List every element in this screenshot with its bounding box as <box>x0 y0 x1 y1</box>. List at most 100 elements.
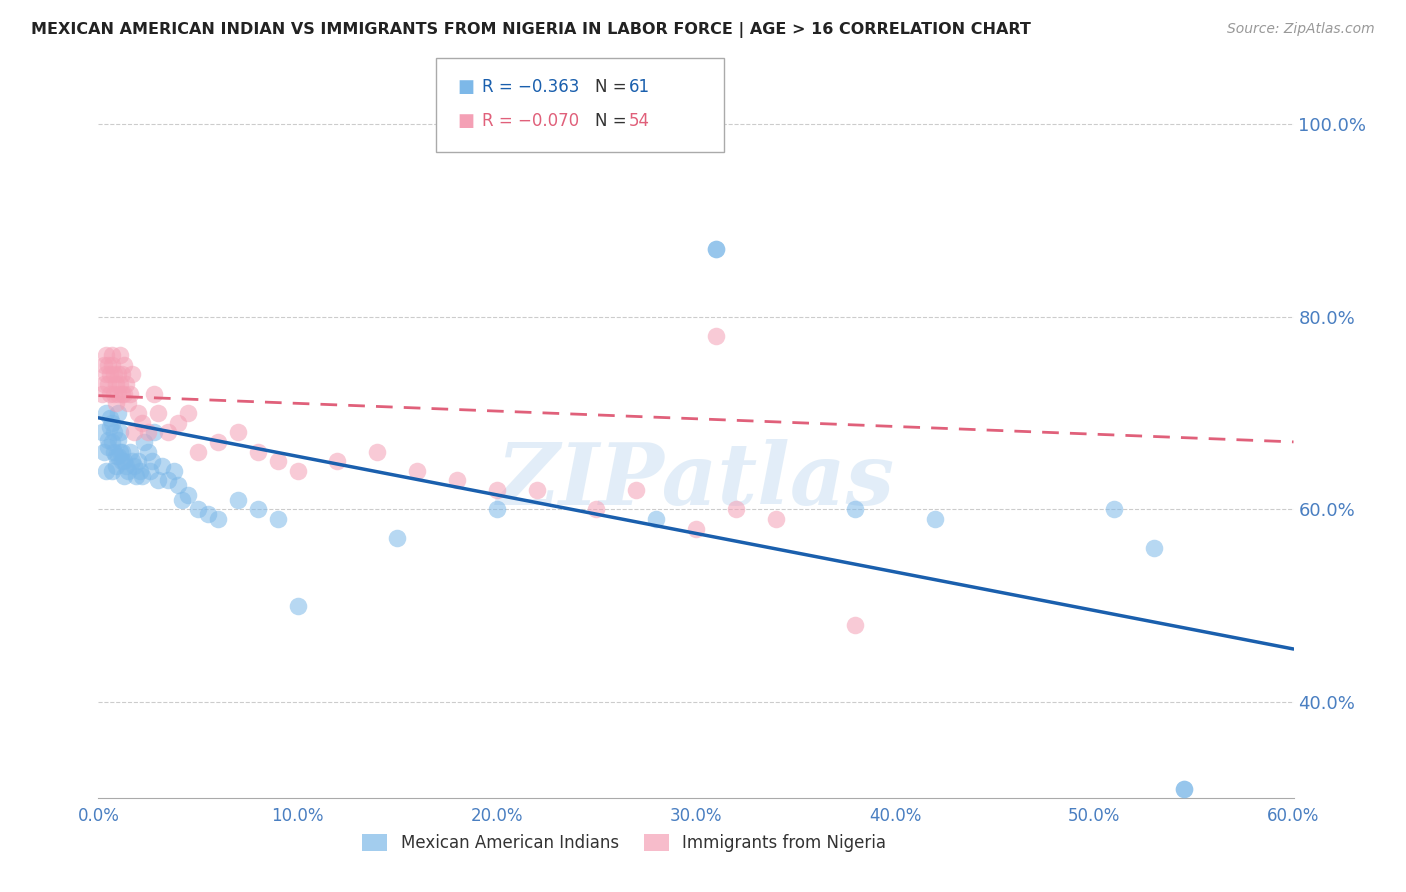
Point <box>107 386 129 401</box>
Point <box>143 425 166 440</box>
Point <box>112 386 135 401</box>
Point <box>101 348 124 362</box>
Point <box>406 464 429 478</box>
Point <box>167 416 190 430</box>
Point <box>111 454 134 468</box>
Point <box>685 522 707 536</box>
Text: R = −0.070: R = −0.070 <box>482 112 579 129</box>
Point <box>226 425 249 440</box>
Point <box>127 406 149 420</box>
Point <box>1143 541 1166 555</box>
Point <box>115 458 138 473</box>
Point <box>112 468 135 483</box>
Point <box>117 464 139 478</box>
Point <box>112 358 135 372</box>
Point <box>267 454 290 468</box>
Point <box>91 386 114 401</box>
Point <box>93 377 115 392</box>
Point <box>96 464 118 478</box>
Point <box>485 502 508 516</box>
Text: ■: ■ <box>457 78 474 96</box>
Text: 61: 61 <box>628 78 650 96</box>
Point <box>124 425 146 440</box>
Point <box>120 386 142 401</box>
Point <box>187 502 209 516</box>
Point <box>143 386 166 401</box>
Point <box>105 458 128 473</box>
Point <box>148 474 170 488</box>
Point <box>131 468 153 483</box>
Point <box>526 483 548 497</box>
Point <box>177 488 200 502</box>
Point <box>724 502 747 516</box>
Point <box>96 368 118 382</box>
Point <box>246 502 269 516</box>
Point <box>704 242 727 256</box>
Point <box>136 444 159 458</box>
Point <box>93 358 115 372</box>
Point <box>626 483 648 497</box>
Point <box>98 410 122 425</box>
Point <box>98 386 122 401</box>
Point <box>287 464 309 478</box>
Point <box>101 434 124 449</box>
Point <box>97 440 120 454</box>
Point <box>96 406 118 420</box>
Point <box>267 512 290 526</box>
Point <box>139 464 162 478</box>
Point <box>924 512 946 526</box>
Point <box>765 512 787 526</box>
Point <box>97 377 120 392</box>
Text: 54: 54 <box>628 112 650 129</box>
Point <box>117 396 139 410</box>
Point <box>103 444 125 458</box>
Point <box>112 454 135 468</box>
Point <box>107 368 129 382</box>
Point <box>115 377 138 392</box>
Point <box>98 368 122 382</box>
Point <box>124 458 146 473</box>
Point <box>105 396 128 410</box>
Point <box>111 368 134 382</box>
Point <box>704 242 727 256</box>
Point <box>326 454 349 468</box>
Point <box>226 492 249 507</box>
Point <box>366 444 388 458</box>
Point <box>167 478 190 492</box>
Point <box>103 386 125 401</box>
Point <box>485 483 508 497</box>
Point <box>91 425 114 440</box>
Point <box>107 433 129 447</box>
Point <box>385 531 409 545</box>
Point <box>121 368 143 382</box>
Point <box>844 502 866 516</box>
Point <box>704 329 727 343</box>
Point <box>129 464 152 478</box>
Point <box>93 444 115 458</box>
Point <box>645 512 668 526</box>
Point <box>110 377 132 392</box>
Legend: Mexican American Indians, Immigrants from Nigeria: Mexican American Indians, Immigrants fro… <box>356 827 893 859</box>
Point <box>105 377 128 392</box>
Text: N =: N = <box>595 112 631 129</box>
Point <box>136 425 159 440</box>
Text: MEXICAN AMERICAN INDIAN VS IMMIGRANTS FROM NIGERIA IN LABOR FORCE | AGE > 16 COR: MEXICAN AMERICAN INDIAN VS IMMIGRANTS FR… <box>31 22 1031 38</box>
Point <box>172 492 194 507</box>
Point <box>163 464 186 478</box>
Point <box>148 406 170 420</box>
Point <box>1173 781 1195 796</box>
Point <box>207 512 229 526</box>
Point <box>107 450 129 464</box>
Point <box>1104 502 1126 516</box>
Point <box>187 444 209 458</box>
Point <box>125 468 148 483</box>
Point <box>844 618 866 632</box>
Point <box>103 368 125 382</box>
Point <box>96 348 118 362</box>
Text: N =: N = <box>595 78 631 96</box>
Point <box>97 358 120 372</box>
Point <box>110 444 132 458</box>
Point <box>157 425 180 440</box>
Point <box>177 406 200 420</box>
Point <box>107 406 129 420</box>
